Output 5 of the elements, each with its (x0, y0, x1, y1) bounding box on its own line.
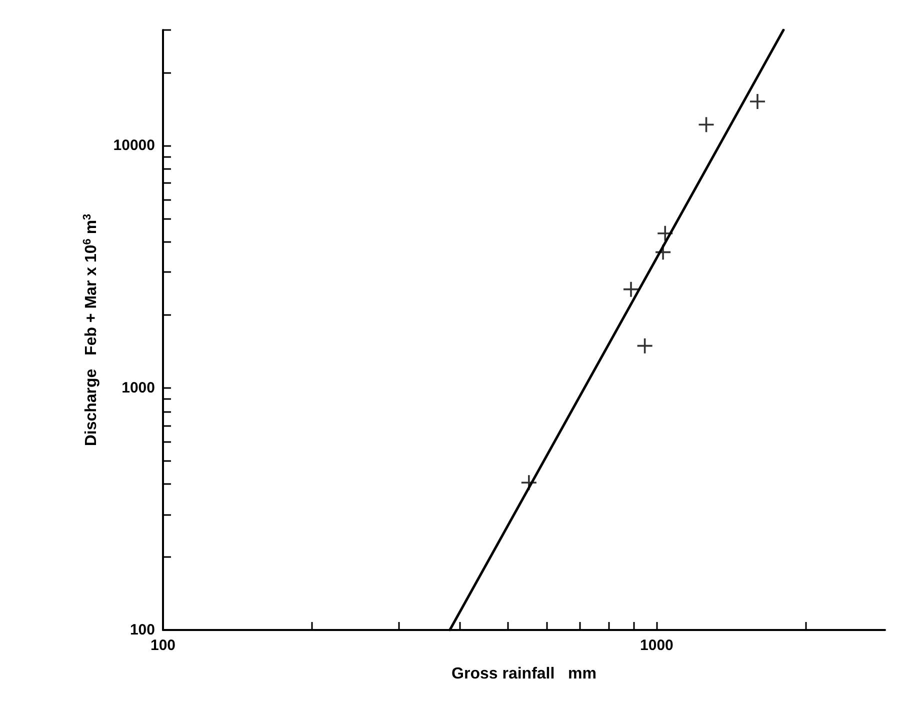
x-axis-title: Gross rainfall mm (452, 666, 596, 682)
y-tick-label: 100 (130, 622, 155, 638)
y-tick-label: 1000 (122, 379, 155, 396)
y-tick-label: 10000 (113, 137, 155, 154)
y-axis-title: Discharge Feb + Mar x 106 m3 (82, 214, 100, 446)
